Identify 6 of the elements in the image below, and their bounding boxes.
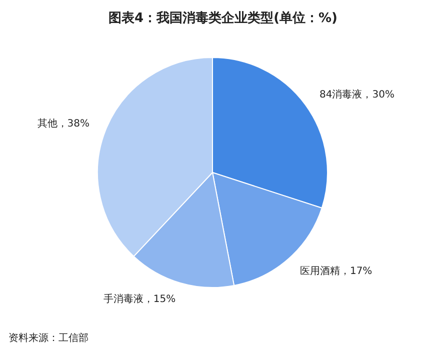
slice-label: 84消毒液，30%: [319, 88, 394, 100]
text: 资料来源：工信部: [8, 332, 88, 344]
slice-label: 手消毒液，15%: [103, 293, 176, 305]
slice-label: 其他，38%: [37, 117, 90, 130]
chart-title: 图表4：我国消毒类企业类型(单位：%): [108, 10, 338, 26]
slice-label: 医用酒精，17%: [300, 265, 372, 278]
